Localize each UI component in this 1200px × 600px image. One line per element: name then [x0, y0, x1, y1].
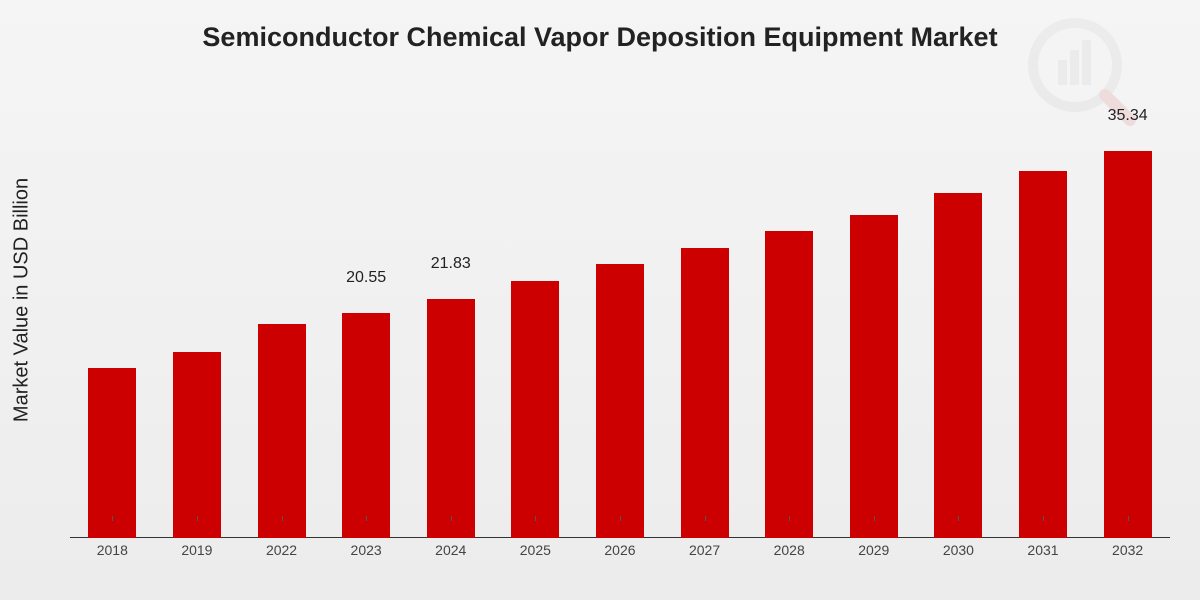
x-tick — [958, 516, 959, 521]
bar-slot: 21.83 — [408, 100, 493, 538]
chart-title: Semiconductor Chemical Vapor Deposition … — [0, 22, 1200, 53]
x-axis-labels: 2018201920222023202420252026202720282029… — [70, 538, 1170, 560]
chart-container: Semiconductor Chemical Vapor Deposition … — [0, 0, 1200, 600]
bar — [342, 313, 390, 538]
x-axis-label: 2026 — [578, 538, 663, 560]
bar-slot: 35.34 — [1085, 100, 1170, 538]
bar — [596, 264, 644, 538]
bar-slot — [70, 100, 155, 538]
bar-value-label: 21.83 — [431, 255, 471, 277]
bar — [681, 248, 729, 538]
bar — [765, 231, 813, 538]
x-axis-label: 2030 — [916, 538, 1001, 560]
bar — [173, 352, 221, 538]
bar — [1019, 171, 1067, 538]
bar-slot — [662, 100, 747, 538]
x-tick — [112, 516, 113, 521]
bar-value-label: 35.34 — [1108, 107, 1148, 129]
x-axis-label: 2022 — [239, 538, 324, 560]
x-axis-label: 2028 — [747, 538, 832, 560]
x-axis-label: 2032 — [1085, 538, 1170, 560]
bar-slot — [916, 100, 1001, 538]
bar-slot — [1001, 100, 1086, 538]
x-tick — [620, 516, 621, 521]
x-axis-label: 2018 — [70, 538, 155, 560]
x-tick — [705, 516, 706, 521]
x-axis-label: 2019 — [155, 538, 240, 560]
x-axis-label: 2029 — [831, 538, 916, 560]
x-tick — [451, 516, 452, 521]
x-tick — [789, 516, 790, 521]
bar-slot — [831, 100, 916, 538]
bar-slot — [578, 100, 663, 538]
bar — [427, 299, 475, 538]
x-tick — [197, 516, 198, 521]
bar-slot — [155, 100, 240, 538]
bar-slot — [747, 100, 832, 538]
x-tick — [282, 516, 283, 521]
y-axis-label: Market Value in USD Billion — [11, 178, 34, 422]
bar-value-label: 20.55 — [346, 269, 386, 291]
x-axis-label: 2031 — [1001, 538, 1086, 560]
x-tick — [1128, 516, 1129, 521]
x-axis-label: 2025 — [493, 538, 578, 560]
plot-area: 20.55 21.83 35.34 201820192022202320242025… — [70, 100, 1170, 560]
x-axis-label: 2024 — [408, 538, 493, 560]
bar — [258, 324, 306, 538]
bar-slot — [493, 100, 578, 538]
x-axis-label: 2023 — [324, 538, 409, 560]
bar — [511, 281, 559, 538]
bar-slot: 20.55 — [324, 100, 409, 538]
x-tick — [874, 516, 875, 521]
bar — [934, 193, 982, 538]
x-axis-label: 2027 — [662, 538, 747, 560]
bar — [1104, 151, 1152, 538]
x-tick — [535, 516, 536, 521]
bar — [850, 215, 898, 538]
bar-slot — [239, 100, 324, 538]
x-tick — [1043, 516, 1044, 521]
bars-group: 20.55 21.83 35.34 — [70, 100, 1170, 538]
bar — [88, 368, 136, 538]
x-tick — [366, 516, 367, 521]
